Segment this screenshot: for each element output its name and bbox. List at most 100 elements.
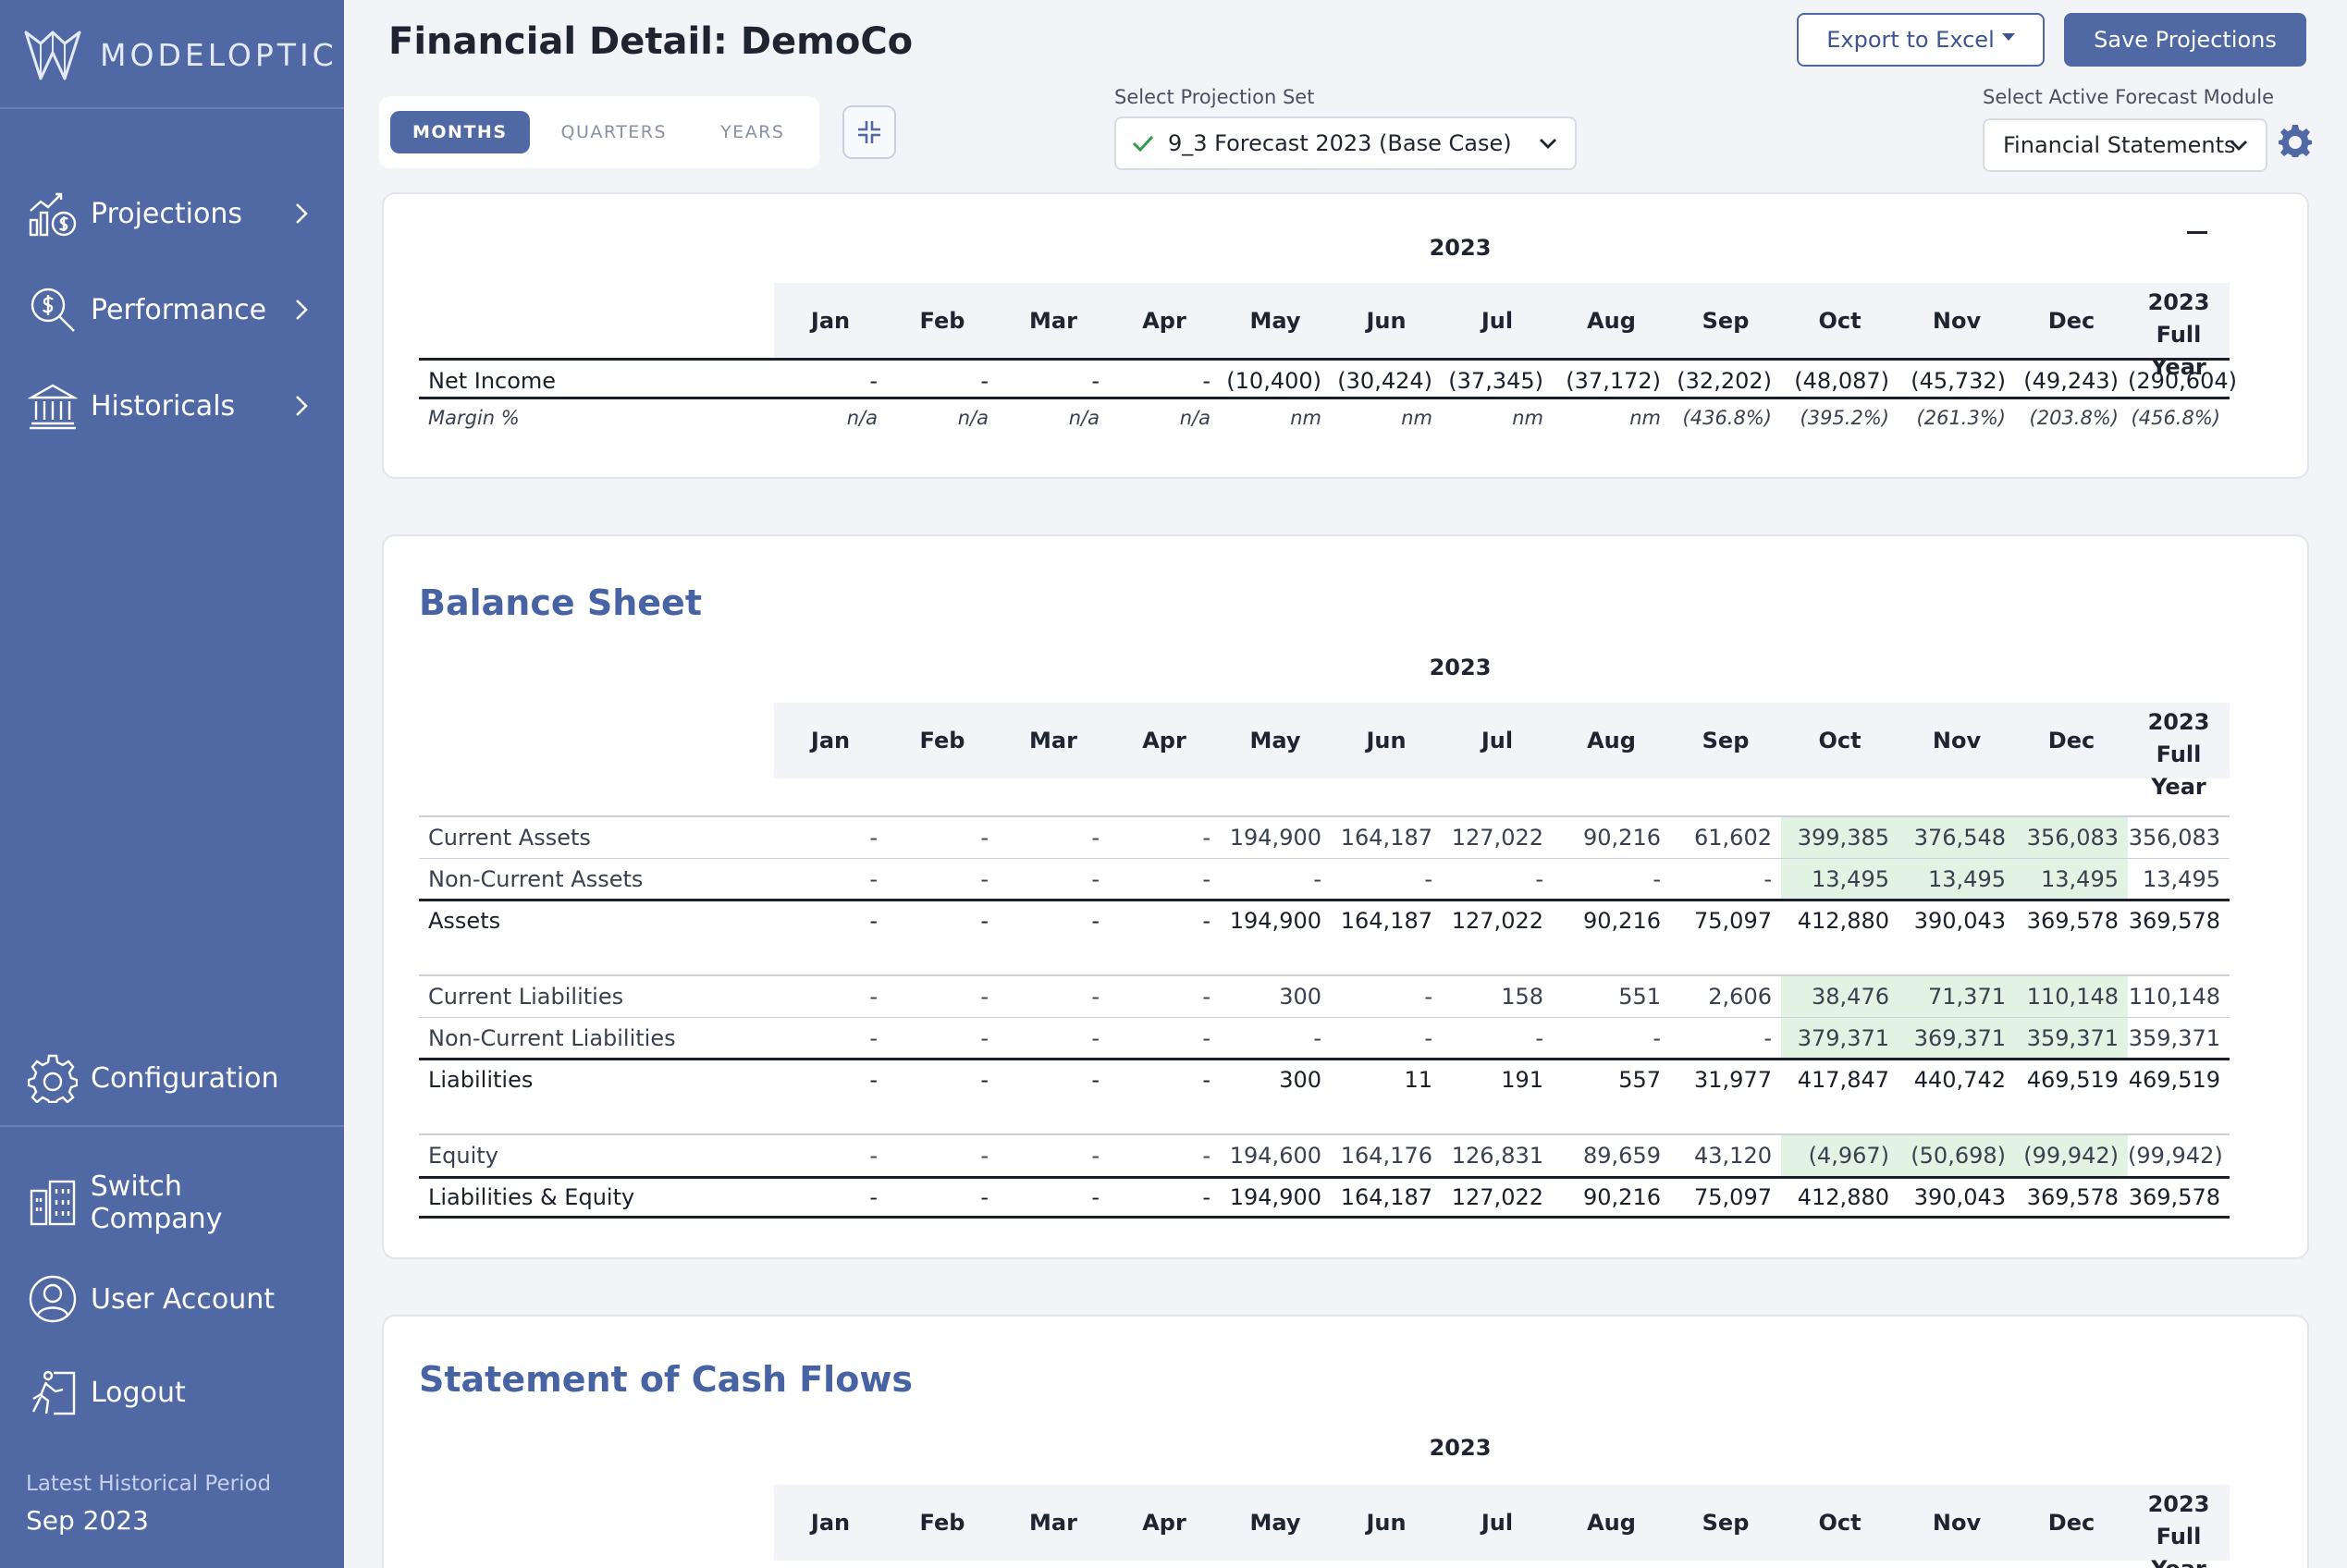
forecast-module-select[interactable]: Financial Statements (1983, 118, 2267, 172)
sidebar-item-projections[interactable]: Projections (26, 181, 322, 246)
table-cell: 90,216 (1583, 825, 1661, 851)
table-cell: - (1424, 866, 1432, 892)
tab-years[interactable]: YEARS (720, 122, 785, 142)
table-cell: (395.2%) (1800, 407, 1889, 429)
table-cell: - (1313, 866, 1321, 892)
column-header: Feb (919, 728, 965, 753)
table-row: Liabilities & Equity - - - -194,900 164,187 12… (419, 1177, 2230, 1218)
table-cell: - (1202, 908, 1210, 934)
column-header: Jul (1481, 308, 1514, 334)
table-cell: - (1202, 1184, 1210, 1210)
row-label: Margin % (428, 407, 520, 429)
year-header: 2023 (1429, 655, 1492, 680)
gear-icon (26, 1051, 80, 1105)
year-header: 2023 (1429, 1435, 1492, 1461)
table-cell: 13,495 (1898, 859, 2015, 900)
check-icon (1132, 135, 1154, 153)
collapse-button[interactable] (842, 105, 896, 159)
table-row: Current Assets - - - -194,900 164,187 127,022 9… (419, 817, 2230, 858)
table-cell: - (980, 908, 989, 934)
table-cell: - (980, 1143, 989, 1169)
export-to-excel-button[interactable]: Export to Excel (1797, 13, 2045, 67)
table-cell: - (980, 866, 989, 892)
table-cell: 369,578 (2128, 1184, 2220, 1210)
table-cell: (290,604) (2128, 368, 2237, 394)
table-cell: - (1202, 866, 1210, 892)
table-cell: (37,172) (1566, 368, 1661, 394)
sidebar-item-historicals[interactable]: Historicals (26, 374, 322, 438)
table-cell: 158 (1501, 984, 1543, 1010)
table-row: Assets - - - -194,900 164,187 127,022 90,216 75,… (419, 900, 2230, 941)
table-cell: - (980, 1184, 989, 1210)
column-header: Jul (1481, 1510, 1514, 1536)
column-header: May (1249, 308, 1301, 334)
logo[interactable]: MODELOPTIC (22, 22, 338, 87)
sidebar-item-label: Logout (91, 1376, 186, 1409)
column-header: Dec (2047, 1510, 2095, 1536)
tab-quarters[interactable]: QUARTERS (560, 122, 668, 142)
projection-set-select[interactable]: 9_3 Forecast 2023 (Base Case) (1114, 116, 1577, 170)
row-divider (419, 1017, 2230, 1018)
table-cell: nm (1290, 407, 1321, 429)
sidebar-item-user-account[interactable]: User Account (26, 1267, 322, 1331)
table-cell: - (1091, 1025, 1100, 1051)
table-row: Equity - - - -194,600 164,176 126,831 89,659 43,… (419, 1135, 2230, 1176)
sidebar-item-switch-company[interactable]: Switch Company (26, 1170, 322, 1235)
row-label: Assets (428, 908, 501, 934)
table-cell: - (1653, 1025, 1661, 1051)
table-cell: 75,097 (1694, 1184, 1772, 1210)
table-cell: 356,083 (2128, 825, 2220, 851)
sidebar-item-configuration[interactable]: Configuration (26, 1046, 322, 1110)
table-cell: - (1763, 1025, 1772, 1051)
table-cell: 369,578 (2128, 908, 2220, 934)
sidebar-item-logout[interactable]: Logout (26, 1360, 322, 1425)
table-cell: 412,880 (1797, 1184, 1889, 1210)
table-cell: - (1202, 1025, 1210, 1051)
save-projections-button[interactable]: Save Projections (2064, 13, 2306, 67)
settings-gear-icon[interactable] (2279, 124, 2312, 157)
table-cell: - (1535, 1025, 1543, 1051)
table-cell: nm (1401, 407, 1432, 429)
table-cell: - (1424, 1025, 1432, 1051)
table-cell: - (869, 1067, 878, 1093)
table-cell: 126,831 (1451, 1143, 1543, 1169)
table-cell: 31,977 (1694, 1067, 1772, 1093)
table-cell: (436.8%) (1682, 407, 1772, 429)
table-cell: 164,176 (1340, 1143, 1432, 1169)
tab-months[interactable]: MONTHS (390, 111, 530, 153)
table-cell: - (869, 984, 878, 1010)
table-cell: 194,900 (1229, 908, 1321, 934)
column-header-band (774, 703, 2230, 778)
column-header: May (1249, 1510, 1301, 1536)
table-cell: 38,476 (1781, 976, 1898, 1017)
row-divider (419, 1133, 2230, 1135)
table-cell: - (1091, 984, 1100, 1010)
table-cell: nm (1512, 407, 1543, 429)
table-cell: 127,022 (1451, 908, 1543, 934)
section-title: Statement of Cash Flows (419, 1359, 914, 1400)
table-cell: 194,900 (1229, 1184, 1321, 1210)
sidebar-divider (0, 1125, 344, 1127)
table-cell: - (1653, 866, 1661, 892)
table-row: Non-Current Assets - - - - - - - - -13,495 13,495 1… (419, 859, 2230, 900)
column-header: May (1249, 728, 1301, 753)
table-cell: 369,578 (2026, 908, 2119, 934)
export-button-label: Export to Excel (1826, 27, 1995, 53)
sidebar-item-label: User Account (91, 1282, 276, 1316)
table-cell: 13,495 (2143, 866, 2220, 892)
table-cell: 300 (1279, 984, 1321, 1010)
table-cell: - (980, 1025, 989, 1051)
forecast-module-label: Select Active Forecast Module (1983, 86, 2274, 108)
logout-door-icon (26, 1366, 80, 1419)
table-cell: - (1091, 1143, 1100, 1169)
column-header: Oct (1818, 308, 1862, 334)
sidebar-item-label: Performance (91, 293, 267, 326)
sidebar-item-performance[interactable]: Performance (26, 277, 322, 342)
table-cell: (4,967) (1781, 1135, 1898, 1176)
forecast-module-value: Financial Statements (2003, 132, 2236, 158)
sidebar-item-label: Historicals (91, 389, 236, 423)
table-cell: 90,216 (1583, 908, 1661, 934)
table-cell: - (1313, 1025, 1321, 1051)
collapse-section-icon[interactable] (2187, 231, 2207, 234)
table-cell: (456.8%) (2131, 407, 2220, 429)
